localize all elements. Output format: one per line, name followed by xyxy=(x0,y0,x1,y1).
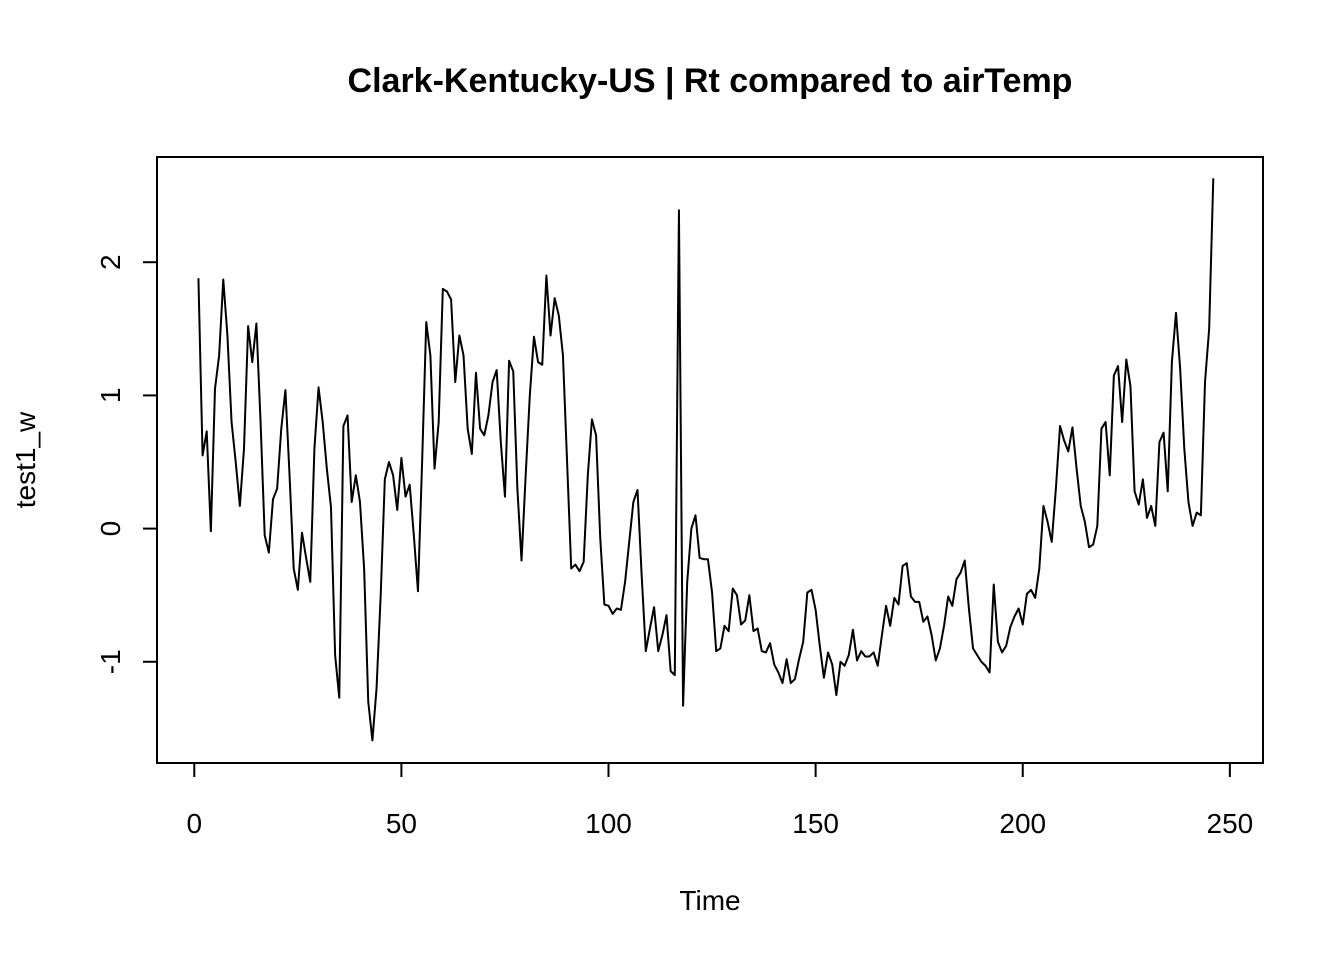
y-axis: -1 0 1 2 xyxy=(95,254,158,674)
y-tick-label: 1 xyxy=(95,388,126,404)
x-tick-label: 50 xyxy=(386,808,417,839)
y-axis-label: test1_w xyxy=(10,411,41,508)
series-line xyxy=(197,178,1215,742)
x-tick-label: 150 xyxy=(792,808,839,839)
plot-frame xyxy=(156,156,1264,764)
y-tick-label: 0 xyxy=(95,521,126,537)
x-tick-label: 200 xyxy=(999,808,1046,839)
x-tick-label: 100 xyxy=(585,808,632,839)
x-tick-label: 250 xyxy=(1207,808,1254,839)
x-axis-label: Time xyxy=(679,885,740,916)
y-tick-label: 2 xyxy=(95,254,126,270)
y-tick-label: -1 xyxy=(95,649,126,674)
x-axis: 0 50 100 150 200 250 xyxy=(186,762,1254,839)
x-tick-label: 0 xyxy=(186,808,202,839)
chart-title: Clark-Kentucky-US | Rt compared to airTe… xyxy=(348,62,1073,100)
